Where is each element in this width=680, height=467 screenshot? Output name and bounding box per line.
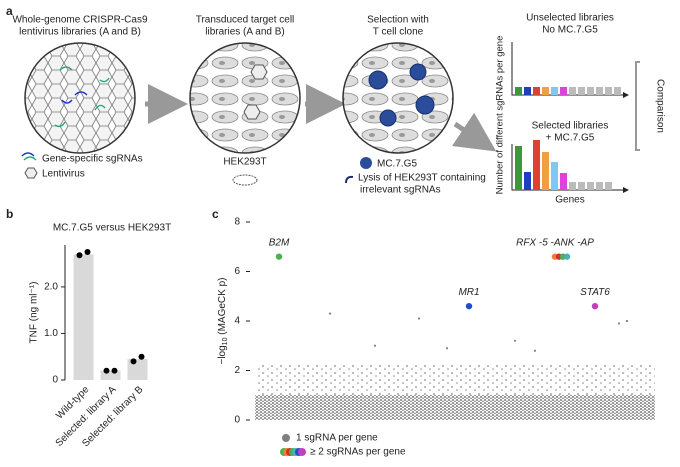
sgrna xyxy=(61,91,88,104)
selection-circle xyxy=(342,42,454,154)
mini-bars xyxy=(515,87,621,95)
legend-icon xyxy=(360,157,372,169)
data-point xyxy=(617,322,621,325)
point-cloud xyxy=(255,365,655,395)
step-title: Selection with xyxy=(367,15,429,26)
sgrna xyxy=(54,66,110,128)
legend-text: irrelevant sgRNAs xyxy=(360,185,441,196)
point-label: RFX -5 -ANK -AP xyxy=(516,237,594,248)
replicate-point xyxy=(138,353,145,360)
axis-label: Genes xyxy=(555,195,584,206)
data-point xyxy=(625,319,629,323)
legend-icon xyxy=(345,175,354,184)
y-tick-label: 0 xyxy=(234,415,240,426)
mini-bars xyxy=(515,140,612,190)
replicate-point xyxy=(76,252,83,259)
legend-swatch xyxy=(298,448,306,456)
data-point xyxy=(417,317,421,320)
result-title: + MC.7.G5 xyxy=(546,133,595,144)
data-point xyxy=(445,347,449,350)
y-tick-label: 4 xyxy=(234,316,240,327)
replicate-point xyxy=(84,248,91,255)
replicate-point xyxy=(111,367,118,374)
comparison-label: Comparison xyxy=(654,79,665,133)
step-title: Transduced target cell xyxy=(196,15,295,26)
point-label: STAT6 xyxy=(580,287,610,298)
y-axis-label-part: (MAGeCK p) xyxy=(217,278,228,338)
y-tick-label: 0 xyxy=(52,375,58,386)
data-point xyxy=(465,302,473,310)
result-title: Selected libraries xyxy=(532,121,609,132)
y-axis-label-part: −log xyxy=(217,345,228,364)
data-point xyxy=(533,349,537,352)
result-title: Unselected libraries xyxy=(526,13,614,24)
arrow xyxy=(451,112,497,152)
step-title: T cell clone xyxy=(373,27,424,38)
replicate-point xyxy=(103,367,110,374)
data-point xyxy=(373,344,377,347)
step-title: lentivirus libraries (A and B) xyxy=(19,27,141,38)
axis-label: Number of different sgRNAs per gene xyxy=(495,36,506,195)
point-label: MR1 xyxy=(458,287,479,298)
point-cloud xyxy=(255,395,655,420)
chart-title: MC.7.G5 versus HEK293T xyxy=(53,223,171,234)
legend-text: MC.7.G5 xyxy=(377,159,417,170)
cell-icon xyxy=(232,174,258,186)
legend-text: ≥ 2 sgRNAs per gene xyxy=(310,447,406,458)
replicate-point xyxy=(130,358,137,365)
panel-label: c xyxy=(212,207,219,221)
data-point xyxy=(513,339,517,342)
legend-text: 1 sgRNA per gene xyxy=(296,433,378,444)
y-axis-label: −log10 (MAGeCK p) xyxy=(217,278,229,365)
y-axis-label: TNF (ng ml⁻¹) xyxy=(29,282,40,344)
panel-label: b xyxy=(6,207,13,221)
lentivirus xyxy=(243,64,268,120)
step-title: libraries (A and B) xyxy=(205,27,284,38)
legend-text: Gene-specific sgRNAs xyxy=(42,154,143,165)
data-point xyxy=(563,253,571,260)
bracket xyxy=(635,61,640,151)
cell-label: HEK293T xyxy=(223,157,266,168)
y-tick-label: 1.0 xyxy=(44,328,58,339)
panel-a: a Whole-genome CRISPR-Cas9 lentivirus li… xyxy=(6,4,665,205)
y-tick-label: 6 xyxy=(234,266,240,277)
legend-text: Lentivirus xyxy=(42,169,85,180)
point-label: B2M xyxy=(269,237,290,248)
legend-icon xyxy=(21,152,35,157)
t-cells xyxy=(368,63,435,127)
result-title: No MC.7.G5 xyxy=(542,25,598,36)
data-point xyxy=(328,312,332,315)
y-axis-label-part: 10 xyxy=(222,337,229,345)
y-tick-label: 2 xyxy=(234,365,240,376)
bar xyxy=(127,359,148,380)
y-tick-label: 8 xyxy=(234,217,240,228)
legend-icon xyxy=(23,156,37,161)
cell-circle xyxy=(189,42,301,154)
data-point xyxy=(275,253,283,260)
step-title: Whole-genome CRISPR-Cas9 xyxy=(12,15,147,26)
panel-c-cloud xyxy=(255,365,655,420)
panel-label: a xyxy=(6,4,13,18)
data-point xyxy=(591,302,599,310)
legend-swatch xyxy=(282,434,290,442)
library-circle xyxy=(24,42,136,154)
y-tick-label: 2.0 xyxy=(44,282,58,293)
legend-text: Lysis of HEK293T containing xyxy=(358,173,486,184)
bar xyxy=(73,254,94,380)
bar xyxy=(100,370,121,380)
legend-icon xyxy=(24,167,38,179)
